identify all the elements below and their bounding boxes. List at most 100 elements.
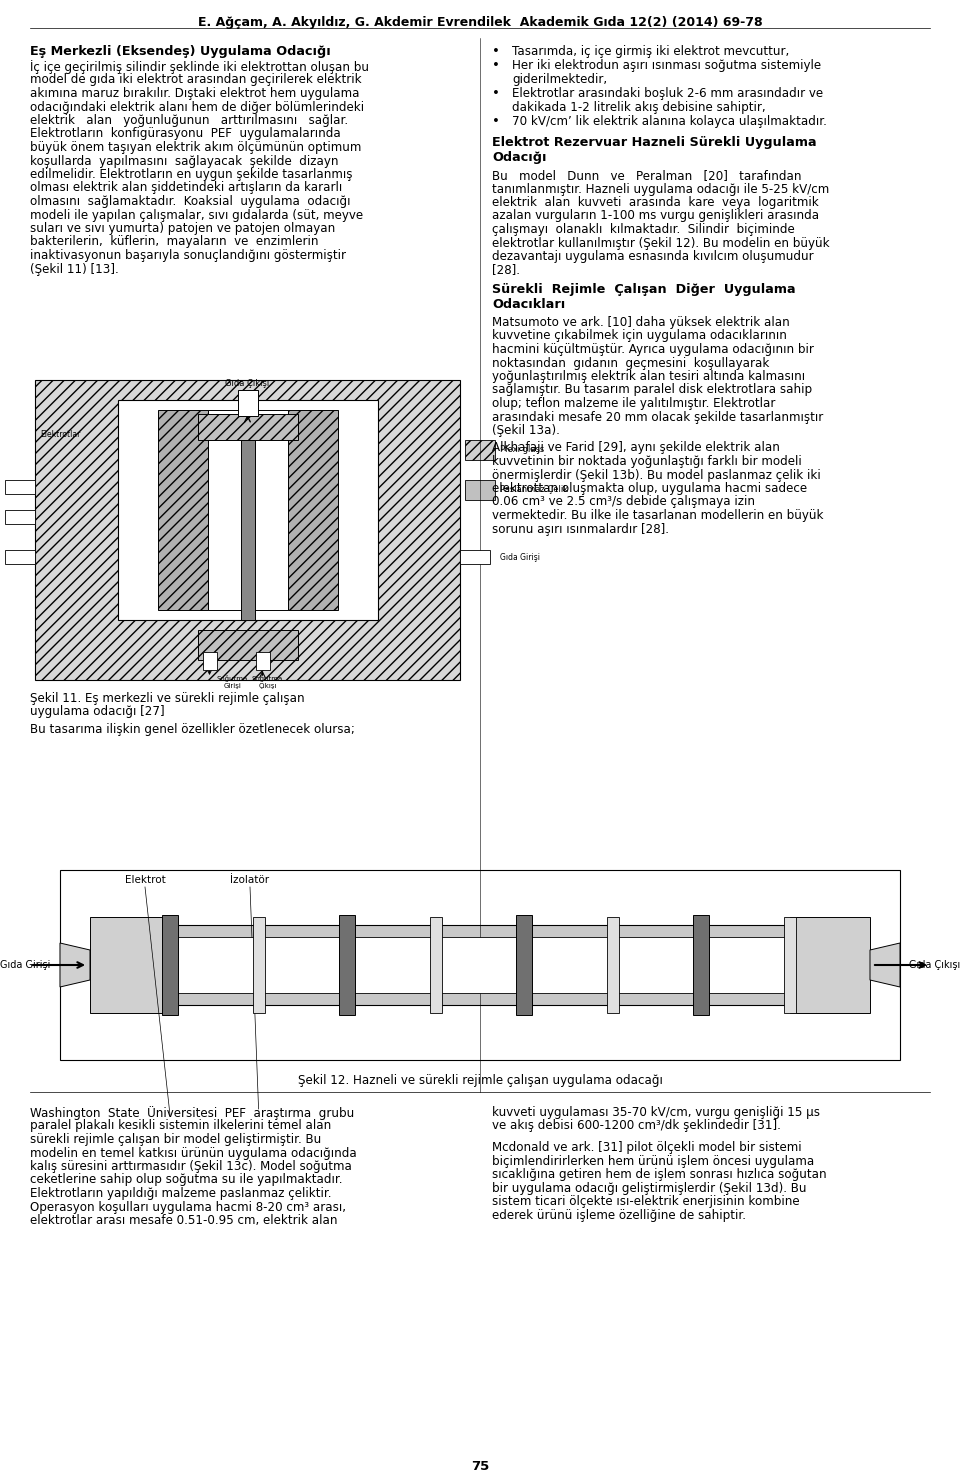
Text: Elektrotlar: Elektrotlar	[40, 430, 81, 439]
Text: arasındaki mesafe 20 mm olacak şekilde tasarlanmıştır: arasındaki mesafe 20 mm olacak şekilde t…	[492, 411, 824, 424]
Text: İç içe geçirilmiş silindir şeklinde iki elektrottan oluşan bu: İç içe geçirilmiş silindir şeklinde iki …	[30, 59, 369, 74]
Text: Paslanmaz Çelik: Paslanmaz Çelik	[500, 485, 568, 494]
Text: noktasından  gıdanın  geçmesini  koşullayarak: noktasından gıdanın geçmesini koşullayar…	[492, 356, 769, 369]
Bar	[252, 916, 265, 1013]
Bar	[255, 653, 270, 670]
Text: kuvvetinin bir noktada yoğunlaştığı farklı bir modeli: kuvvetinin bir noktada yoğunlaştığı fark…	[492, 455, 802, 469]
Text: ve akış debisi 600-1200 cm³/dk şeklindedir [31].: ve akış debisi 600-1200 cm³/dk şeklinded…	[492, 1120, 780, 1133]
Text: Gıda Çıkışı: Gıda Çıkışı	[909, 960, 960, 970]
Bar	[287, 409, 338, 610]
Text: Her iki elektrodun aşırı ısınması soğutma sistemiyle: Her iki elektrodun aşırı ısınması soğutm…	[512, 59, 821, 73]
Text: elektrottan oluşmakta olup, uygulama hacmi sadece: elektrottan oluşmakta olup, uygulama hac…	[492, 482, 807, 495]
Text: Gıda Girişi: Gıda Girişi	[0, 960, 50, 970]
Text: (Şekil 13a).: (Şekil 13a).	[492, 424, 560, 437]
Text: Plexi glass: Plexi glass	[500, 445, 544, 454]
Bar	[170, 925, 790, 1005]
Text: odacığındaki elektrik alanı hem de diğer bölümlerindeki: odacığındaki elektrik alanı hem de diğer…	[30, 101, 364, 114]
Text: İzolatör: İzolatör	[230, 875, 270, 885]
Text: Gıda Çıkışı: Gıda Çıkışı	[226, 380, 270, 389]
Text: Bu   model   Dunn   ve   Peralman   [20]   tarafından: Bu model Dunn ve Peralman [20] tarafında…	[492, 169, 802, 182]
Text: 75: 75	[470, 1459, 490, 1473]
Text: Bu tasarıma ilişkin genel özellikler özetlenecek olursa;: Bu tasarıma ilişkin genel özellikler öze…	[30, 724, 355, 736]
Text: olup; teflon malzeme ile yalıtılmıştır. Elektrotlar: olup; teflon malzeme ile yalıtılmıştır. …	[492, 397, 776, 409]
Text: olması elektrik alan şiddetindeki artışların da kararlı: olması elektrik alan şiddetindeki artışl…	[30, 181, 343, 194]
Text: elektrotlar arası mesafe 0.51-0.95 cm, elektrik alan: elektrotlar arası mesafe 0.51-0.95 cm, e…	[30, 1215, 338, 1226]
Text: paralel plakalı kesikli sistemin ilkelerini temel alan: paralel plakalı kesikli sistemin ilkeler…	[30, 1120, 331, 1133]
Text: büyük önem taşıyan elektrik akım ölçümünün optimum: büyük önem taşıyan elektrik akım ölçümün…	[30, 141, 361, 154]
Bar	[237, 390, 257, 417]
Bar	[784, 916, 796, 1013]
Text: bakterilerin,  küflerin,  mayaların  ve  enzimlerin: bakterilerin, küflerin, mayaların ve enz…	[30, 236, 319, 249]
Bar	[5, 480, 35, 494]
Text: edilmelidir. Elektrotların en uygun şekilde tasarlanmış: edilmelidir. Elektrotların en uygun şeki…	[30, 168, 352, 181]
Text: olmasını  sağlamaktadır.  Koaksial  uygulama  odacığı: olmasını sağlamaktadır. Koaksial uygulam…	[30, 194, 350, 208]
Text: Şekil 11. Eş merkezli ve sürekli rejimle çalışan: Şekil 11. Eş merkezli ve sürekli rejimle…	[30, 693, 304, 704]
Text: suları ve sıvı yumurta) patojen ve patojen olmayan: suları ve sıvı yumurta) patojen ve patoj…	[30, 222, 335, 234]
Text: sorunu aşırı ısınmalardır [28].: sorunu aşırı ısınmalardır [28].	[492, 522, 669, 535]
Bar	[60, 871, 900, 1060]
Text: E. Ağçam, A. Akyıldız, G. Akdemir Evrendilek  Akademik Gıda 12(2) (2014) 69-78: E. Ağçam, A. Akyıldız, G. Akdemir Evrend…	[198, 16, 762, 30]
Bar	[157, 409, 207, 610]
Bar	[516, 915, 532, 1014]
Text: ederek ürünü işleme özelliğine de sahiptir.: ederek ürünü işleme özelliğine de sahipt…	[492, 1209, 746, 1222]
Bar	[117, 400, 377, 620]
Text: Elektrotların  konfigürasyonu  PEF  uygulamalarında: Elektrotların konfigürasyonu PEF uygulam…	[30, 128, 341, 141]
Text: azalan vurguların 1-100 ms vurgu genişlikleri arasında: azalan vurguların 1-100 ms vurgu genişli…	[492, 209, 819, 222]
Text: Elektrotların yapıldığı malzeme paslanmaz çeliktir.: Elektrotların yapıldığı malzeme paslanma…	[30, 1186, 331, 1200]
Text: tanımlanmıştır. Hazneli uygulama odacığı ile 5-25 kV/cm: tanımlanmıştır. Hazneli uygulama odacığı…	[492, 182, 829, 196]
Text: modelin en temel katkısı ürünün uygulama odacığında: modelin en temel katkısı ürünün uygulama…	[30, 1146, 357, 1160]
Text: Odacığı: Odacığı	[492, 150, 546, 163]
Text: elektrotlar kullanılmıştır (Şekil 12). Bu modelin en büyük: elektrotlar kullanılmıştır (Şekil 12). B…	[492, 236, 829, 249]
Text: elektrik  alan  kuvveti  arasında  kare  veya  logaritmik: elektrik alan kuvveti arasında kare veya…	[492, 196, 819, 209]
Text: Washington  State  Üniversitesi  PEF  araştırma  grubu: Washington State Üniversitesi PEF araştı…	[30, 1106, 354, 1120]
Text: Soğutma
Girişi: Soğutma Girişi	[217, 675, 248, 690]
Text: Operasyon koşulları uygulama hacmi 8-20 cm³ arası,: Operasyon koşulları uygulama hacmi 8-20 …	[30, 1201, 346, 1213]
Text: yoğunlaştırılmış elektrik alan tesiri altında kalmasını: yoğunlaştırılmış elektrik alan tesiri al…	[492, 369, 805, 383]
Text: inaktivasyonun başarıyla sonuçlandığını göstermiştir: inaktivasyonun başarıyla sonuçlandığını …	[30, 249, 346, 262]
Bar	[35, 380, 460, 681]
Text: Elektrot Rezervuar Hazneli Sürekli Uygulama: Elektrot Rezervuar Hazneli Sürekli Uygul…	[492, 136, 817, 148]
Text: •: •	[492, 87, 500, 101]
Text: çalışmayı  olanaklı  kılmaktadır.  Silindir  biçiminde: çalışmayı olanaklı kılmaktadır. Silindir…	[492, 222, 795, 236]
Bar	[203, 653, 217, 670]
Text: sistem ticari ölçekte ısı-elektrik enerjisinin kombine: sistem ticari ölçekte ısı-elektrik enerj…	[492, 1195, 800, 1209]
Bar	[430, 916, 442, 1013]
Bar	[465, 440, 495, 460]
Text: koşullarda  yapılmasını  sağlayacak  şekilde  dizayn: koşullarda yapılmasını sağlayacak şekild…	[30, 154, 339, 168]
Text: Mcdonald ve ark. [31] pilot ölçekli model bir sistemi: Mcdonald ve ark. [31] pilot ölçekli mode…	[492, 1140, 802, 1154]
Text: kuvveti uygulaması 35-70 kV/cm, vurgu genişliği 15 µs: kuvveti uygulaması 35-70 kV/cm, vurgu ge…	[492, 1106, 820, 1120]
Text: akımına maruz bırakılır. Dıştaki elektrot hem uygulama: akımına maruz bırakılır. Dıştaki elektro…	[30, 87, 359, 99]
Polygon shape	[60, 943, 90, 988]
Bar	[198, 414, 298, 440]
Bar	[170, 937, 790, 994]
Text: 70 kV/cm’ lik elektrik alanına kolayca ulaşılmaktadır.: 70 kV/cm’ lik elektrik alanına kolayca u…	[512, 116, 827, 129]
Text: model de gıda iki elektrot arasından geçirilerek elektrik: model de gıda iki elektrot arasından geç…	[30, 74, 362, 86]
Text: ceketlerine sahip olup soğutma su ile yapılmaktadır.: ceketlerine sahip olup soğutma su ile ya…	[30, 1173, 343, 1186]
Text: (Şekil 11) [13].: (Şekil 11) [13].	[30, 262, 119, 276]
Text: giderilmektedir,: giderilmektedir,	[512, 73, 607, 86]
Text: Şekil 12. Hazneli ve sürekli rejimle çalışan uygulama odacağı: Şekil 12. Hazneli ve sürekli rejimle çal…	[298, 1074, 662, 1087]
Bar	[607, 916, 619, 1013]
Text: önermişlerdir (Şekil 13b). Bu model paslanmaz çelik iki: önermişlerdir (Şekil 13b). Bu model pasl…	[492, 469, 821, 482]
Text: uygulama odacığı [27]: uygulama odacığı [27]	[30, 706, 164, 718]
Text: elektrik   alan   yoğunluğunun   arttırılmasını   sağlar.: elektrik alan yoğunluğunun arttırılmasın…	[30, 114, 348, 128]
Text: Sürekli  Rejimle  Çalışan  Diğer  Uygulama: Sürekli Rejimle Çalışan Diğer Uygulama	[492, 283, 796, 297]
Bar	[241, 440, 254, 620]
Polygon shape	[870, 943, 900, 988]
Text: [28].: [28].	[492, 264, 520, 276]
Text: Tasarımda, iç içe girmiş iki elektrot mevcuttur,: Tasarımda, iç içe girmiş iki elektrot me…	[512, 44, 789, 58]
Bar	[465, 480, 495, 500]
Bar	[90, 916, 170, 1013]
Text: •: •	[492, 44, 500, 58]
Text: Elektrot: Elektrot	[125, 875, 165, 885]
Text: hacmini küçültmüştür. Ayrıca uygulama odacığının bir: hacmini küçültmüştür. Ayrıca uygulama od…	[492, 343, 814, 356]
Text: Eş Merkezli (Eksendeş) Uygulama Odacığı: Eş Merkezli (Eksendeş) Uygulama Odacığı	[30, 44, 331, 58]
Text: Elektrotlar arasındaki boşluk 2-6 mm arasındadır ve: Elektrotlar arasındaki boşluk 2-6 mm ara…	[512, 87, 823, 101]
Text: Gıda Girişi: Gıda Girişi	[500, 553, 540, 562]
Text: sıcaklığına getiren hem de işlem sonrası hızlıca soğutan: sıcaklığına getiren hem de işlem sonrası…	[492, 1169, 827, 1180]
Bar	[693, 915, 709, 1014]
Text: dakikada 1-2 litrelik akış debisine sahiptir,: dakikada 1-2 litrelik akış debisine sahi…	[512, 101, 766, 114]
Bar	[339, 915, 355, 1014]
Bar	[198, 630, 298, 660]
Text: biçimlendirirlerken hem ürünü işlem öncesi uygulama: biçimlendirirlerken hem ürünü işlem önce…	[492, 1155, 814, 1167]
